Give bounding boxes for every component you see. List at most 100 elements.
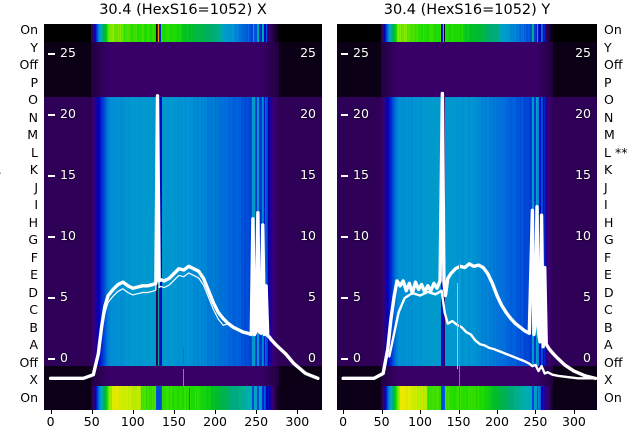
y-category-k-8: K [29, 162, 38, 178]
y-category-p-3: P [604, 74, 612, 90]
y-tick-mark [48, 236, 55, 239]
marker-line [459, 261, 460, 410]
y-tick-label-inner-right: 15 [300, 167, 316, 183]
x-tick-label: 100 [408, 414, 432, 429]
y-tick-mark [341, 53, 348, 56]
heatmap-band [337, 97, 597, 367]
y-category-f-13: F [604, 249, 612, 265]
y-tick-label-inner-right: 15 [575, 167, 591, 183]
x-tick-mark [535, 410, 537, 414]
y-category-off-19: Off [19, 354, 38, 370]
y-category-f-13: F [30, 249, 38, 265]
x-tick-label: 0 [46, 414, 55, 429]
y-tick-label-inner-left: 25 [353, 45, 369, 61]
y-tick-mark [341, 175, 348, 178]
y-category-y-1: Y [604, 39, 612, 55]
y-tick-label-inner-right: 10 [300, 228, 316, 244]
y-category-on-21: On [20, 390, 38, 405]
y-category-e-14: E [30, 267, 38, 283]
y-tick-mark [48, 114, 55, 117]
y-category-c-16: C [604, 302, 613, 318]
x-tick-label: 250 [523, 414, 548, 429]
heatmap-band [337, 366, 597, 386]
panel-title-right: 30.4 (HexS16=1052) Y [383, 2, 551, 18]
y-tick-label-inner-right: 20 [300, 106, 316, 122]
y-category-g-12: G [28, 232, 38, 248]
y-tick-label-inner-left: 5 [60, 288, 68, 304]
panel-title-left: 30.4 (HexS16=1052) X [99, 2, 267, 18]
y-tick-mark [341, 357, 348, 360]
x-tick-mark [458, 410, 460, 414]
y-tick-label-inner-right: 20 [575, 106, 591, 122]
heatmap-band [44, 385, 322, 410]
y-tick-mark [341, 296, 348, 299]
heatmap-band [44, 24, 322, 43]
x-tick-label: 100 [120, 414, 145, 429]
marker-line [183, 368, 184, 410]
y-category-o-4: O [28, 92, 38, 108]
x-tick-label: 200 [485, 414, 509, 429]
y-tick-label-inner-left: 15 [60, 167, 76, 183]
y-category-c-16: C [29, 302, 38, 318]
x-tick-label: 150 [162, 414, 186, 429]
heatmap-band [337, 385, 597, 410]
y-tick-mark [48, 175, 55, 178]
y-category-on-0: On [604, 22, 622, 37]
y-category-b-17: B [29, 319, 38, 335]
x-tick-mark [343, 410, 345, 414]
y-category-off-2: Off [604, 57, 623, 73]
y-tick-mark [48, 296, 55, 299]
y-category-g-12: G [604, 232, 614, 248]
x-tick-label: 300 [561, 414, 586, 429]
y-category-x-20: X [29, 372, 38, 388]
y-tick-label-inner-right: 25 [300, 45, 316, 61]
y-tick-label-inner-left: 0 [60, 349, 68, 365]
y-tick-label-inner-left: 10 [60, 228, 76, 244]
y-category-m-6: M [604, 127, 615, 143]
y-category-labels-right: On Y Off P O N M L ** K J I H G F E D C B A Off X On [600, 22, 640, 410]
y-category-h-11: H [604, 214, 614, 230]
y-category-n-5: N [604, 109, 614, 125]
y-category-off-2: Off [19, 57, 38, 73]
x-tick-label: 150 [446, 414, 471, 429]
x-tick-label: 300 [285, 414, 310, 429]
plot-area-left[interactable]: 0 0 5 5 10 10 15 15 20 20 25 25 [44, 24, 322, 410]
x-tick-mark [420, 410, 422, 414]
y-tick-label-inner-left: 15 [353, 167, 369, 183]
y-tick-mark [341, 236, 348, 239]
x-tick-mark [256, 410, 258, 414]
y-category-on-0: On [20, 22, 38, 37]
x-tick-mark [215, 410, 217, 414]
y-tick-label-inner-right: 25 [575, 45, 591, 61]
marker-line [189, 388, 190, 410]
x-tick-label: 0 [339, 414, 348, 429]
y-category-l-7: L ** [604, 144, 628, 160]
heatmap-band [337, 42, 597, 98]
y-category-on-21: On [604, 390, 622, 405]
x-tick-mark [381, 410, 383, 414]
y-category-y-1: Y [30, 39, 38, 55]
heatmap-band [44, 42, 322, 98]
y-tick-mark [341, 114, 348, 117]
y-category-a-18: A [29, 337, 38, 353]
y-tick-mark [48, 357, 55, 360]
x-axis-left: 0 50 100 150 200 250 300 [44, 410, 322, 440]
y-tick-label-inner-right: 5 [308, 288, 316, 304]
y-tick-label-inner-left: 20 [353, 106, 369, 122]
x-tick-mark [297, 410, 299, 414]
x-tick-label: 50 [83, 414, 100, 429]
x-tick-mark [573, 410, 575, 414]
y-category-i-10: I [604, 197, 608, 213]
x-tick-label: 250 [244, 414, 269, 429]
y-category-j-9: J [34, 179, 38, 195]
y-category-h-11: H [28, 214, 38, 230]
y-tick-label-inner-left: 0 [353, 349, 361, 365]
y-category-off-19: Off [604, 354, 623, 370]
y-category-labels-left: On Y Off P O N M L K J I H G F E D C B A Off X On [0, 22, 42, 410]
y-tick-label-inner-left: 5 [353, 288, 361, 304]
x-tick-mark [50, 410, 52, 414]
plot-area-right[interactable]: 0 0 5 5 10 10 15 15 20 20 25 25 [337, 24, 597, 410]
x-tick-mark [132, 410, 134, 414]
y-tick-label-inner-left: 10 [353, 228, 369, 244]
y-tick-label-inner-right: 10 [575, 228, 591, 244]
